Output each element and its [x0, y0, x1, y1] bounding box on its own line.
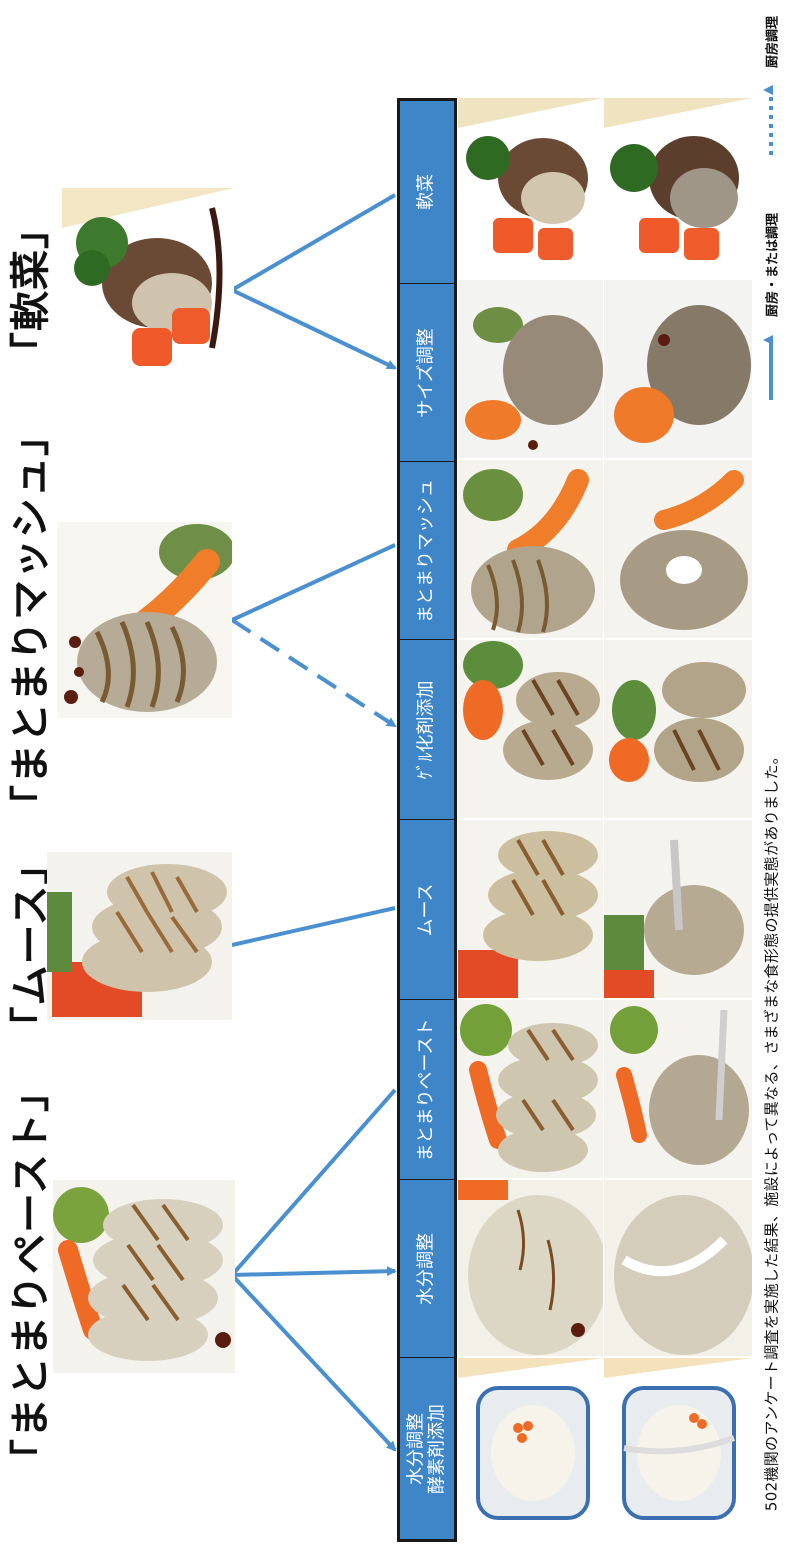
category-photo-mousse	[47, 852, 232, 1020]
arrow-mash-to-mash	[231, 543, 396, 622]
legend-solid-label: 厨房・または調理	[765, 212, 781, 318]
category-label-soft: 「軟菜」	[8, 208, 54, 372]
stage-bar: 軟菜 サイズ調整 まとまりマッシュ ｹﾞﾙ化剤添加 ムース まとまりペースト 水…	[397, 98, 457, 1542]
grid-photo-mousse-b	[604, 820, 752, 998]
stage-label-water: 水分調整	[415, 1233, 437, 1305]
stage-label-soft: 軟菜	[415, 174, 437, 210]
stage-label-enzyme: 水分調整 酵素剤添加	[405, 1404, 447, 1494]
grid-photo-soft-b	[604, 98, 752, 278]
grid-photo-enzyme-a	[458, 1358, 603, 1538]
grid-photo-paste-a	[458, 1000, 603, 1178]
grid-photo-gel-b	[604, 640, 752, 818]
stage-label-paste: まとまりペースト	[415, 1018, 437, 1162]
stage-cell-soft: 軟菜	[400, 101, 454, 283]
category-label-matomari-mash: 「まとまりマッシュ」	[8, 415, 54, 825]
grid-photo-mousse-a	[458, 820, 603, 998]
arrow-paste-to-enzyme	[230, 1273, 397, 1452]
grid-photo-gel-a	[458, 640, 603, 818]
legend-arrows	[763, 85, 773, 400]
grid-photo-size-a	[458, 280, 603, 458]
survey-caption: 502機関のアンケート調査を実施した結果、施設によって異なる、さまざまな食形態の…	[762, 748, 781, 1512]
category-photo-matomari-mash	[57, 522, 232, 718]
grid-photo-mash-a	[458, 460, 603, 638]
grid-photo-soft-a	[458, 98, 603, 278]
stage-label-mash: まとまりマッシュ	[415, 479, 437, 623]
arrow-soft-to-size	[231, 288, 397, 370]
arrow-paste-to-water	[231, 1266, 397, 1277]
grid-photo-size-b	[604, 280, 752, 458]
grid-photo-water-b	[604, 1180, 752, 1356]
stage-cell-gel: ｹﾞﾙ化剤添加	[400, 639, 454, 819]
grid-photo-mash-b	[604, 460, 752, 638]
arrow-paste-to-paste	[230, 1088, 397, 1277]
stage-label-mousse: ムース	[415, 883, 437, 937]
stage-cell-size: サイズ調整	[400, 283, 454, 461]
stage-cell-enzyme: 水分調整 酵素剤添加	[400, 1357, 454, 1539]
stage-cell-mash: まとまりマッシュ	[400, 461, 454, 639]
stage-cell-mousse: ムース	[400, 819, 454, 999]
stage-label-gel: ｹﾞﾙ化剤添加	[415, 680, 437, 780]
arrow-soft-to-soft	[230, 193, 397, 292]
grid-photo-paste-b	[604, 1000, 752, 1178]
stage-cell-water: 水分調整	[400, 1179, 454, 1357]
arrow-mash-to-gel	[230, 618, 397, 728]
arrow-mousse-to-mousse	[231, 906, 396, 947]
grid-photo-water-a	[458, 1180, 603, 1356]
category-photo-soft	[62, 188, 234, 378]
stage-label-size: サイズ調整	[415, 328, 437, 418]
category-photo-matomari-paste	[53, 1180, 235, 1373]
legend-dashed-label: 厨房調理	[765, 15, 781, 69]
stage-cell-paste: まとまりペースト	[400, 999, 454, 1179]
grid-photo-enzyme-b	[604, 1358, 752, 1538]
category-label-matomari-paste: 「まとまりペースト」	[8, 1071, 54, 1479]
